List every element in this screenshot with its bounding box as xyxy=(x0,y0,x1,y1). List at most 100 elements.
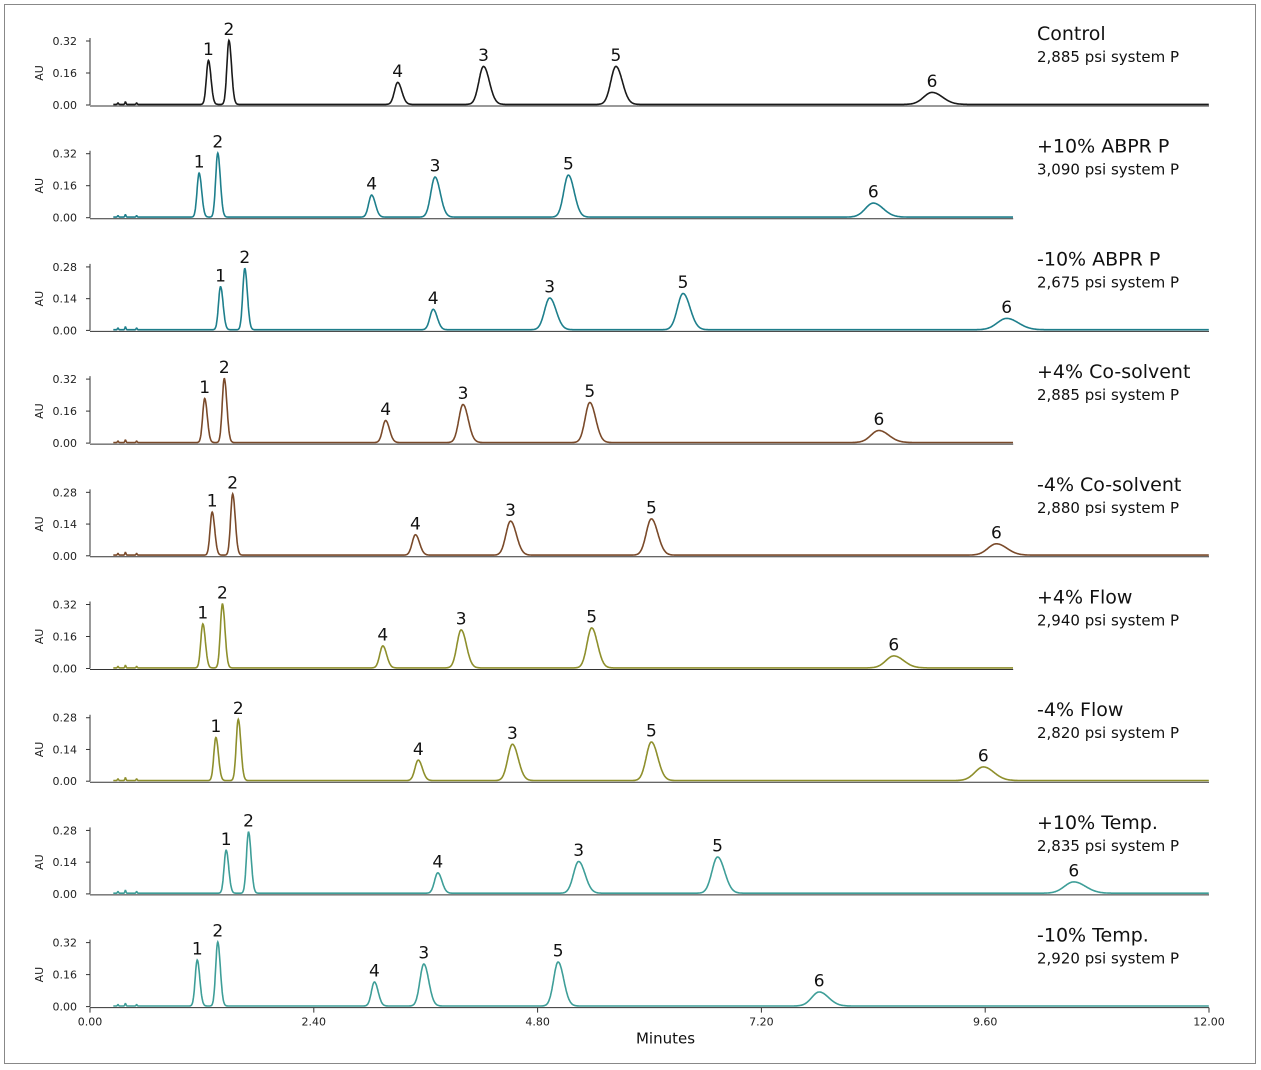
panel-5-y-tick-label: 0.00 xyxy=(53,550,78,563)
panel-4-au-label: AU xyxy=(33,403,46,419)
panel-3-peak-label-1: 1 xyxy=(215,266,226,286)
panel-1-y-tick-label: 0.32 xyxy=(53,35,78,48)
x-axis-title: Minutes xyxy=(636,1030,695,1048)
panel-5-peak-label-4: 4 xyxy=(410,514,421,534)
panel-7-condition-subtitle: 2,820 psi system P xyxy=(1037,724,1179,742)
panel-1-peak-label-6: 6 xyxy=(927,72,938,92)
panel-7-y-tick-label: 0.28 xyxy=(53,712,78,725)
panel-6-au-label: AU xyxy=(33,629,46,645)
panel-6-peak-label-6: 6 xyxy=(888,636,899,656)
panel-5-peak-label-5: 5 xyxy=(646,499,657,519)
panel-7-y-tick-label: 0.14 xyxy=(53,743,78,756)
panel-6-condition-subtitle: 2,940 psi system P xyxy=(1037,612,1179,630)
panel-2-trace xyxy=(113,151,1013,218)
panel-4-peak-label-3: 3 xyxy=(458,384,469,404)
panel-4-condition-title: +4% Co-solvent xyxy=(1037,361,1190,383)
panel-2-peak-label-4: 4 xyxy=(366,175,377,195)
panel-9-peak-label-2: 2 xyxy=(212,922,223,942)
panel-3-peak-label-4: 4 xyxy=(428,289,439,309)
panel-8-y-tick-label: 0.14 xyxy=(53,856,78,869)
panel-3-peak-label-2: 2 xyxy=(239,248,250,268)
panel-2-y-tick-label: 0.16 xyxy=(53,180,78,193)
x-axis-tick-label: 2.40 xyxy=(302,1016,327,1029)
panel-7-peak-label-1: 1 xyxy=(210,717,221,737)
panel-8-au-label: AU xyxy=(33,854,46,870)
panel-6-y-tick-label: 0.32 xyxy=(53,599,78,612)
panel-5-peak-label-3: 3 xyxy=(505,501,516,521)
panel-9-y-tick-label: 0.16 xyxy=(53,969,78,982)
panel-8-peak-label-4: 4 xyxy=(432,853,443,873)
panel-8-peak-label-1: 1 xyxy=(221,830,232,850)
panel-5-condition-subtitle: 2,880 psi system P xyxy=(1037,499,1179,517)
panel-9-condition-subtitle: 2,920 psi system P xyxy=(1037,950,1179,968)
panel-7-peak-label-6: 6 xyxy=(978,747,989,767)
panel-1-peak-label-5: 5 xyxy=(611,46,622,66)
panel-9-peak-label-4: 4 xyxy=(369,962,380,982)
panel-4-y-tick-label: 0.32 xyxy=(53,373,78,386)
panel-2-au-label: AU xyxy=(33,178,46,194)
panel-8-peak-label-2: 2 xyxy=(243,812,254,832)
panel-2-peak-label-1: 1 xyxy=(194,153,205,173)
panel-6-peak-label-1: 1 xyxy=(197,604,208,624)
x-axis-tick-label: 7.20 xyxy=(749,1016,774,1029)
panel-6-condition-title: +4% Flow xyxy=(1037,587,1132,609)
panel-9-au-label: AU xyxy=(33,967,46,983)
panel-4-y-tick-label: 0.00 xyxy=(53,437,78,450)
panel-8-condition-title: +10% Temp. xyxy=(1037,812,1158,834)
panel-6-peak-label-2: 2 xyxy=(217,584,228,604)
panel-3-trace xyxy=(113,267,1209,331)
panel-6-peak-label-4: 4 xyxy=(377,626,388,646)
panel-8-peak-label-5: 5 xyxy=(712,837,723,857)
panel-2-peak-label-6: 6 xyxy=(868,183,879,203)
panel-8-condition-subtitle: 2,835 psi system P xyxy=(1037,837,1179,855)
panel-3-y-tick-label: 0.14 xyxy=(53,293,78,306)
panel-2-y-tick-label: 0.32 xyxy=(53,148,78,161)
panel-7-peak-label-3: 3 xyxy=(507,724,518,744)
panel-6-y-tick-label: 0.16 xyxy=(53,631,78,644)
panel-8-y-tick-label: 0.00 xyxy=(53,888,78,901)
panel-3-condition-title: -10% ABPR P xyxy=(1037,248,1160,270)
panel-8-trace xyxy=(113,831,1209,895)
panel-6-y-tick-label: 0.00 xyxy=(53,663,78,676)
panel-1-condition-title: Control xyxy=(1037,23,1106,45)
panel-3-y-tick-label: 0.28 xyxy=(53,261,78,274)
x-axis-tick-label: 0.00 xyxy=(78,1016,103,1029)
panel-8-peak-label-6: 6 xyxy=(1068,862,1079,882)
panel-9-y-tick-label: 0.00 xyxy=(53,1001,78,1014)
panel-8-peak-label-3: 3 xyxy=(573,841,584,861)
x-axis-tick-label: 12.00 xyxy=(1193,1016,1225,1029)
panel-5-peak-label-1: 1 xyxy=(207,492,218,512)
panel-2-peak-label-2: 2 xyxy=(212,133,223,153)
panel-5-au-label: AU xyxy=(33,516,46,532)
panel-9-peak-label-5: 5 xyxy=(553,942,564,962)
panel-4-peak-label-1: 1 xyxy=(199,378,210,398)
panel-3-au-label: AU xyxy=(33,291,46,307)
panel-4-trace xyxy=(113,377,1013,444)
panel-9-trace xyxy=(113,939,1209,1007)
panel-1-y-tick-label: 0.16 xyxy=(53,67,78,80)
panel-2-peak-label-5: 5 xyxy=(563,155,574,175)
panel-1-peak-label-3: 3 xyxy=(478,46,489,66)
panel-9-condition-title: -10% Temp. xyxy=(1037,925,1149,947)
panel-7-peak-label-5: 5 xyxy=(646,722,657,742)
panel-7-peak-label-2: 2 xyxy=(233,699,244,719)
panel-4-condition-subtitle: 2,885 psi system P xyxy=(1037,386,1179,404)
panel-7-trace xyxy=(113,717,1209,782)
panel-4-peak-label-2: 2 xyxy=(219,358,230,378)
panel-5-y-tick-label: 0.28 xyxy=(53,486,78,499)
panel-4-peak-label-4: 4 xyxy=(380,400,391,420)
panel-1-y-tick-label: 0.00 xyxy=(53,99,78,112)
panel-1-peak-label-1: 1 xyxy=(203,40,214,60)
x-axis-tick-label: 9.60 xyxy=(973,1016,998,1029)
panel-6-trace xyxy=(113,603,1013,669)
panel-5-peak-label-2: 2 xyxy=(227,474,238,494)
panel-2-condition-subtitle: 3,090 psi system P xyxy=(1037,161,1179,179)
panel-6-peak-label-3: 3 xyxy=(456,610,467,630)
panel-1-peak-label-2: 2 xyxy=(224,20,235,40)
panel-5-peak-label-6: 6 xyxy=(991,523,1002,543)
panel-7-peak-label-4: 4 xyxy=(413,740,424,760)
panel-5-trace xyxy=(113,491,1209,556)
panel-9-peak-label-3: 3 xyxy=(418,944,429,964)
panel-8-y-tick-label: 0.28 xyxy=(53,824,78,837)
